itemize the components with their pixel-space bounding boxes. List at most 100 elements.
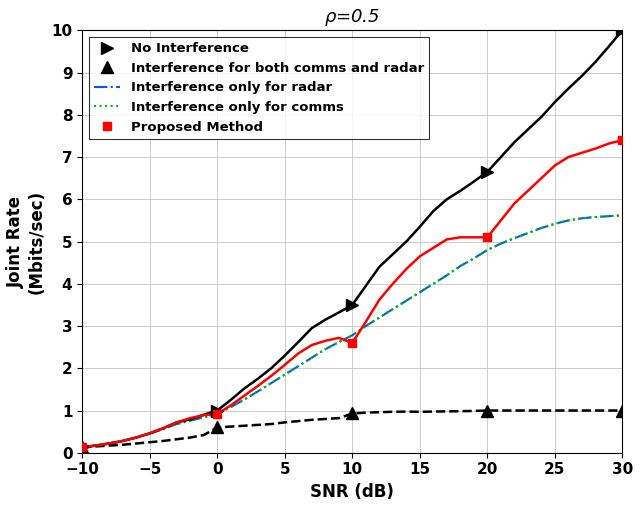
- Interference only for comms: [443, 272, 451, 278]
- Interference only for comms: [591, 214, 599, 220]
- Interference only for radar: [92, 442, 99, 449]
- Interference only for comms: [268, 380, 275, 386]
- No Interference: [348, 302, 356, 308]
- Interference only for radar: [321, 346, 329, 353]
- Interference only for radar: [213, 411, 221, 417]
- Interference only for comms: [551, 221, 559, 227]
- Interference only for comms: [605, 213, 612, 219]
- Interference only for radar: [564, 217, 572, 224]
- Interference only for comms: [619, 212, 627, 218]
- No Interference: [78, 444, 86, 450]
- Proposed Method: [78, 444, 86, 450]
- Interference only for radar: [619, 212, 627, 218]
- Proposed Method: [213, 411, 221, 417]
- Interference only for radar: [403, 298, 410, 304]
- Interference only for comms: [119, 438, 127, 444]
- Interference only for radar: [348, 332, 356, 338]
- Interference for both comms and radar: [483, 407, 491, 414]
- Interference only for radar: [159, 426, 167, 432]
- Interference only for radar: [173, 421, 180, 427]
- Interference only for comms: [308, 355, 316, 361]
- Interference only for comms: [186, 418, 194, 424]
- Interference only for radar: [308, 355, 316, 361]
- Interference only for radar: [78, 444, 86, 450]
- Proposed Method: [619, 137, 627, 143]
- Interference only for comms: [281, 371, 289, 377]
- Interference only for comms: [146, 431, 154, 437]
- Interference only for radar: [335, 339, 342, 345]
- Interference only for radar: [241, 397, 248, 403]
- Interference only for comms: [335, 339, 342, 345]
- Interference only for radar: [268, 380, 275, 386]
- Interference only for comms: [578, 215, 586, 221]
- Interference only for radar: [497, 241, 505, 247]
- Interference only for radar: [200, 414, 207, 420]
- Interference only for radar: [281, 371, 289, 377]
- Interference only for comms: [92, 442, 99, 449]
- Interference only for comms: [200, 414, 207, 420]
- Interference only for comms: [254, 389, 262, 395]
- Interference only for radar: [538, 225, 545, 231]
- Interference only for comms: [564, 217, 572, 224]
- Interference only for radar: [511, 235, 518, 241]
- Interference only for radar: [578, 215, 586, 221]
- Interference only for radar: [294, 363, 302, 369]
- Interference for both comms and radar: [348, 410, 356, 417]
- Interference only for comms: [524, 230, 532, 236]
- Interference only for comms: [362, 323, 370, 329]
- Interference for both comms and radar: [619, 407, 627, 414]
- Interference only for comms: [429, 281, 437, 287]
- Interference only for comms: [538, 225, 545, 231]
- No Interference: [213, 407, 221, 414]
- Interference only for comms: [159, 426, 167, 432]
- Interference only for radar: [389, 306, 397, 312]
- Interference only for radar: [186, 418, 194, 424]
- Line: Proposed Method: Proposed Method: [78, 136, 627, 452]
- Interference only for radar: [483, 247, 491, 253]
- Line: Interference for both comms and radar: Interference for both comms and radar: [77, 405, 628, 453]
- Interference only for radar: [470, 256, 477, 262]
- Interference only for comms: [106, 440, 113, 447]
- Interference only for comms: [227, 404, 235, 410]
- Legend: No Interference, Interference for both comms and radar, Interference only for ra: No Interference, Interference for both c…: [89, 37, 429, 139]
- Interference only for radar: [146, 431, 154, 437]
- Interference only for radar: [456, 263, 464, 269]
- Interference only for comms: [416, 289, 424, 295]
- Interference only for radar: [551, 221, 559, 227]
- X-axis label: SNR (dB): SNR (dB): [310, 483, 394, 501]
- Interference only for radar: [605, 213, 612, 219]
- Interference only for radar: [132, 434, 140, 440]
- Interference only for radar: [376, 314, 383, 321]
- Interference only for comms: [241, 397, 248, 403]
- Proposed Method: [348, 340, 356, 346]
- Interference only for comms: [78, 444, 86, 450]
- Interference only for radar: [119, 438, 127, 444]
- Y-axis label: Joint Rate
(Mbits/sec): Joint Rate (Mbits/sec): [7, 189, 45, 294]
- Interference only for comms: [348, 332, 356, 338]
- Interference only for radar: [416, 289, 424, 295]
- Title: $\rho$=0.5: $\rho$=0.5: [324, 7, 380, 28]
- Interference only for radar: [524, 230, 532, 236]
- No Interference: [483, 169, 491, 175]
- Interference only for radar: [254, 389, 262, 395]
- Interference for both comms and radar: [78, 444, 86, 450]
- Interference only for radar: [106, 440, 113, 447]
- Interference only for comms: [511, 235, 518, 241]
- Interference only for comms: [470, 256, 477, 262]
- Interference only for comms: [389, 306, 397, 312]
- Interference only for comms: [483, 247, 491, 253]
- Interference only for radar: [443, 272, 451, 278]
- No Interference: [619, 27, 627, 34]
- Interference only for comms: [497, 241, 505, 247]
- Interference only for comms: [376, 314, 383, 321]
- Interference only for comms: [403, 298, 410, 304]
- Interference only for radar: [362, 323, 370, 329]
- Proposed Method: [483, 234, 491, 240]
- Interference only for radar: [227, 404, 235, 410]
- Interference only for comms: [173, 421, 180, 427]
- Line: No Interference: No Interference: [77, 25, 628, 453]
- Interference only for comms: [213, 411, 221, 417]
- Interference only for radar: [429, 281, 437, 287]
- Interference only for comms: [132, 434, 140, 440]
- Interference only for comms: [456, 263, 464, 269]
